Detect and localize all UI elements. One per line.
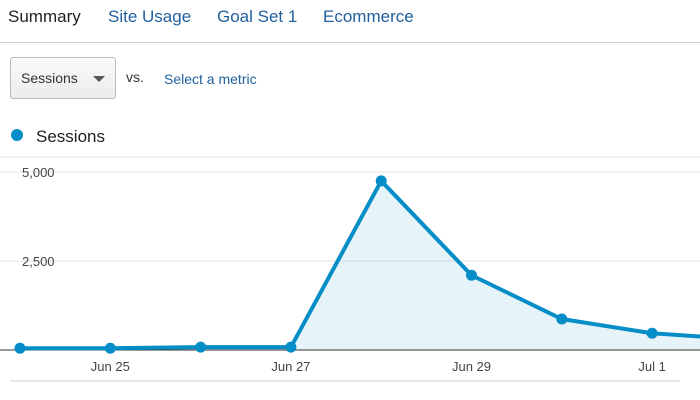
y-tick-label: 5,000	[22, 165, 55, 180]
tab[interactable]: Goal Set 1	[217, 7, 298, 26]
x-tick-label: Jun 29	[452, 359, 491, 374]
data-point	[285, 341, 297, 353]
data-point	[646, 327, 658, 339]
data-point	[375, 175, 387, 187]
data-point	[195, 341, 207, 353]
tab[interactable]: Ecommerce	[323, 7, 414, 26]
compare-link[interactable]: Select a metric	[164, 71, 257, 87]
tab[interactable]: Summary	[8, 7, 81, 26]
x-tick-label: Jun 25	[91, 359, 130, 374]
tab-bar: Summary Site Usage Goal Set 1 Ecommerce	[0, 0, 700, 43]
area-fill	[20, 180, 700, 350]
data-point	[556, 313, 568, 325]
x-tick-label: Jul 1	[638, 359, 665, 374]
dropdown-label: Sessions	[21, 70, 78, 86]
tab[interactable]: Site Usage	[108, 7, 192, 26]
data-point	[14, 342, 26, 354]
vs-label: vs.	[126, 69, 144, 85]
y-tick-label: 2,500	[22, 254, 55, 269]
caret	[93, 76, 105, 82]
metric-dropdown[interactable]: Sessions	[10, 57, 116, 99]
x-tick-label: Jun 27	[271, 359, 310, 374]
data-point	[466, 269, 477, 281]
legend-marker	[11, 129, 23, 141]
data-point	[104, 342, 116, 354]
legend-label: Sessions	[36, 127, 105, 146]
